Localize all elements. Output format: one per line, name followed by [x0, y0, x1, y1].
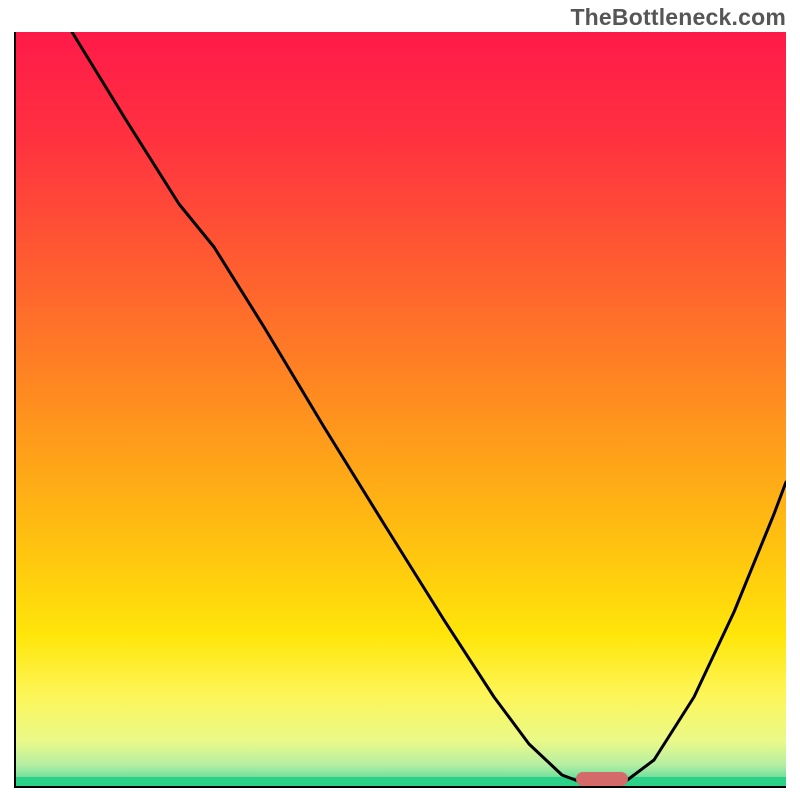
chart-bottleneck-marker [576, 772, 628, 786]
x-axis-line [14, 786, 786, 788]
chart-curve-line [14, 32, 786, 787]
chart-plot-area [14, 32, 786, 787]
y-axis-line [14, 32, 16, 787]
watermark-text: TheBottleneck.com [570, 4, 786, 31]
